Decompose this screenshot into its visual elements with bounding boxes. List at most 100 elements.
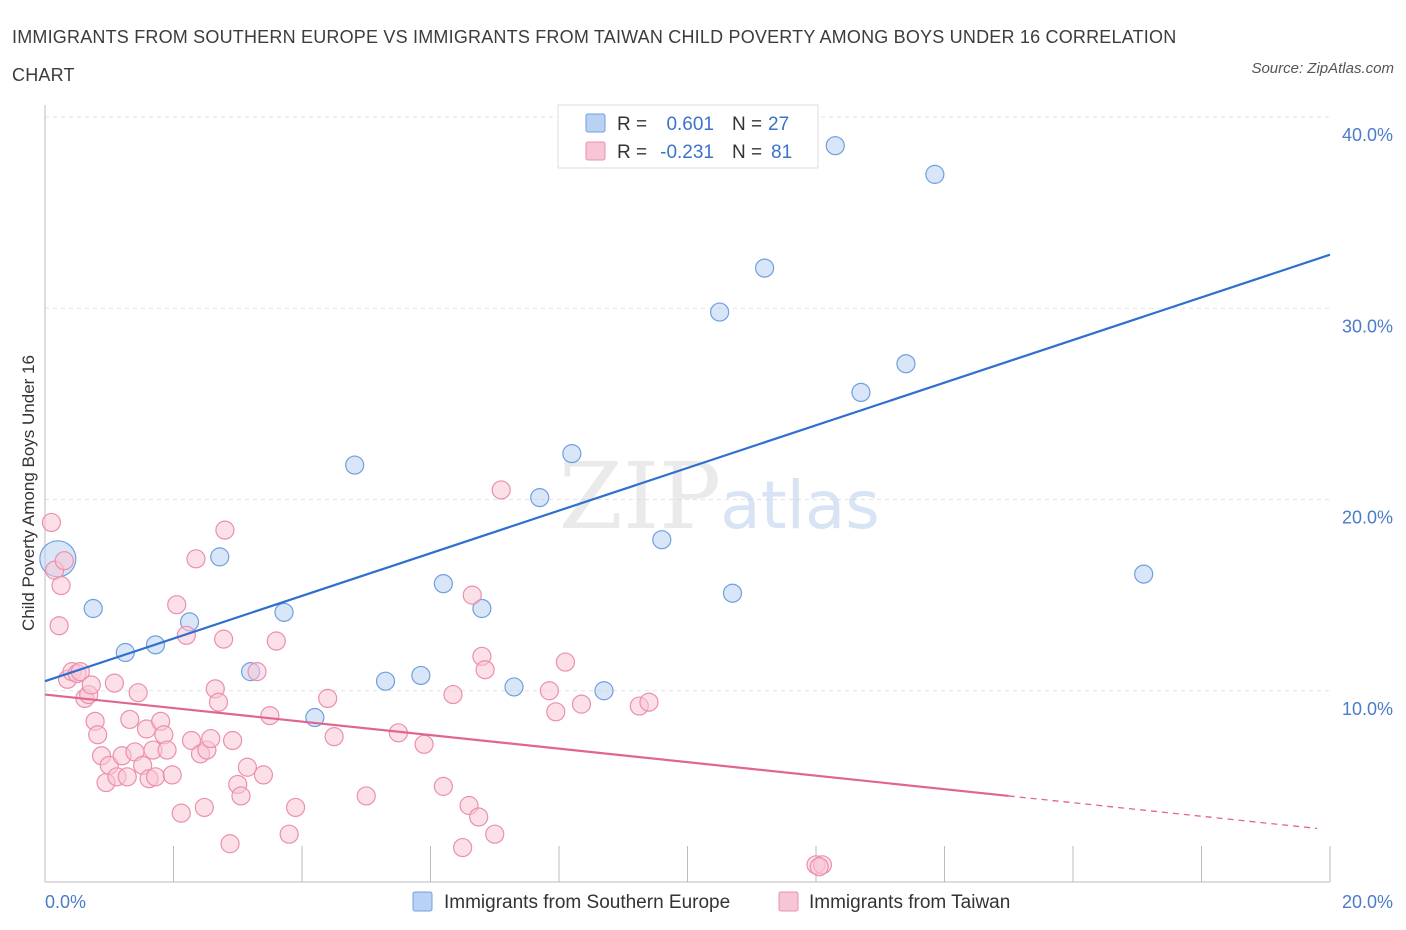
point-taiwan	[555, 652, 576, 672]
legend-swatch-taiwan	[585, 141, 606, 161]
watermark: ZIP atlas	[559, 443, 880, 550]
point-taiwan	[475, 660, 495, 680]
point-southern-europe	[594, 681, 614, 701]
point-southern-europe	[825, 136, 845, 156]
point-southern-europe	[1134, 564, 1154, 584]
point-taiwan	[41, 512, 62, 533]
trend-lines	[44, 253, 1331, 830]
bottom-legend-label-taiwan: Immigrants from Taiwan	[809, 892, 1010, 913]
y-tick-label: 20.0%	[1342, 508, 1393, 528]
point-taiwan	[318, 688, 338, 709]
grid-lines	[45, 116, 1330, 692]
trend-line-southern-europe	[44, 253, 1331, 683]
point-taiwan	[491, 480, 511, 500]
point-taiwan	[443, 684, 463, 705]
point-taiwan	[260, 706, 280, 726]
point-taiwan	[145, 767, 166, 787]
point-taiwan	[51, 575, 71, 596]
point-taiwan	[194, 797, 214, 818]
legend-r-label-1: R =	[617, 114, 647, 135]
bottom-legend-swatch-taiwan	[778, 891, 799, 912]
point-southern-europe	[562, 444, 582, 464]
point-taiwan	[81, 675, 101, 695]
point-taiwan	[453, 837, 473, 858]
watermark-zip: ZIP	[559, 443, 721, 550]
point-taiwan	[171, 803, 191, 823]
point-taiwan	[639, 692, 659, 712]
x-tick-label-max: 20.0%	[1342, 892, 1393, 912]
point-taiwan	[266, 631, 286, 651]
point-southern-europe	[504, 677, 524, 697]
point-taiwan	[214, 629, 234, 649]
point-southern-europe	[896, 354, 916, 374]
point-taiwan	[162, 765, 182, 785]
legend-n-label-1: N =	[732, 114, 762, 135]
point-southern-europe	[210, 547, 230, 567]
point-southern-europe	[433, 574, 453, 594]
legend-n-value-2: 81	[771, 142, 792, 163]
point-taiwan	[215, 520, 235, 540]
trend-line-taiwan-extension	[1008, 795, 1318, 830]
legend-n-value-1: 27	[768, 114, 789, 135]
point-taiwan	[253, 765, 274, 785]
point-southern-europe	[345, 455, 365, 475]
point-taiwan	[231, 786, 251, 806]
chart-source: Source: ZipAtlas.com	[1251, 60, 1394, 77]
point-taiwan	[546, 702, 566, 722]
watermark-atlas: atlas	[720, 467, 880, 544]
bottom-legend: Immigrants from Southern Europe Immigran…	[412, 891, 1010, 913]
point-southern-europe	[722, 583, 743, 603]
point-taiwan	[220, 834, 240, 854]
point-southern-europe	[274, 602, 294, 622]
point-taiwan	[809, 857, 829, 877]
point-southern-europe	[411, 665, 431, 686]
point-taiwan	[201, 728, 221, 749]
point-taiwan	[469, 807, 489, 827]
point-taiwan	[104, 673, 124, 693]
point-taiwan	[223, 730, 243, 751]
point-taiwan	[571, 694, 592, 714]
point-southern-europe	[652, 530, 672, 550]
point-taiwan	[181, 730, 202, 751]
point-southern-europe	[375, 671, 396, 691]
legend-r-value-1: 0.601	[666, 114, 714, 135]
y-tick-labels: 10.0% 20.0% 30.0% 40.0%	[1342, 125, 1393, 719]
y-axis-title: Child Poverty Among Boys Under 16	[19, 355, 38, 631]
y-tick-label: 30.0%	[1342, 316, 1393, 336]
bottom-legend-swatch-southern-europe	[412, 891, 433, 912]
point-southern-europe	[83, 598, 103, 619]
point-taiwan	[117, 767, 137, 787]
x-tick-label-min: 0.0%	[45, 892, 86, 912]
point-taiwan	[462, 585, 482, 605]
legend-box: R = 0.601 N = 27 R = -0.231 N = 81	[557, 104, 819, 169]
point-taiwan	[128, 683, 148, 703]
legend-r-label-2: R =	[617, 142, 647, 163]
point-southern-europe	[710, 302, 730, 322]
point-taiwan	[433, 776, 453, 796]
point-southern-europe	[851, 382, 871, 402]
bottom-legend-label-southern-europe: Immigrants from Southern Europe	[444, 892, 730, 913]
legend-swatch-southern-europe	[585, 113, 606, 133]
chart-title: IMMIGRANTS FROM SOUTHERN EUROPE VS IMMIG…	[12, 27, 1177, 85]
point-taiwan	[247, 662, 267, 682]
point-taiwan	[186, 549, 206, 569]
point-taiwan	[120, 709, 140, 730]
point-southern-europe	[472, 598, 492, 619]
x-ticks	[173, 846, 1331, 882]
point-taiwan	[208, 692, 229, 712]
y-tick-label: 10.0%	[1342, 699, 1393, 719]
point-taiwan	[485, 824, 505, 844]
point-taiwan	[54, 551, 74, 571]
point-southern-europe	[754, 258, 775, 278]
y-tick-label: 40.0%	[1342, 125, 1393, 145]
point-taiwan	[88, 725, 108, 745]
point-taiwan	[414, 734, 434, 754]
point-taiwan	[324, 727, 344, 747]
legend-r-value-2: -0.231	[660, 142, 714, 163]
trend-line-taiwan	[44, 693, 1009, 798]
legend-n-label-2: N =	[732, 142, 762, 163]
point-taiwan	[279, 824, 299, 844]
point-taiwan	[237, 757, 257, 777]
data-points	[39, 136, 1154, 877]
